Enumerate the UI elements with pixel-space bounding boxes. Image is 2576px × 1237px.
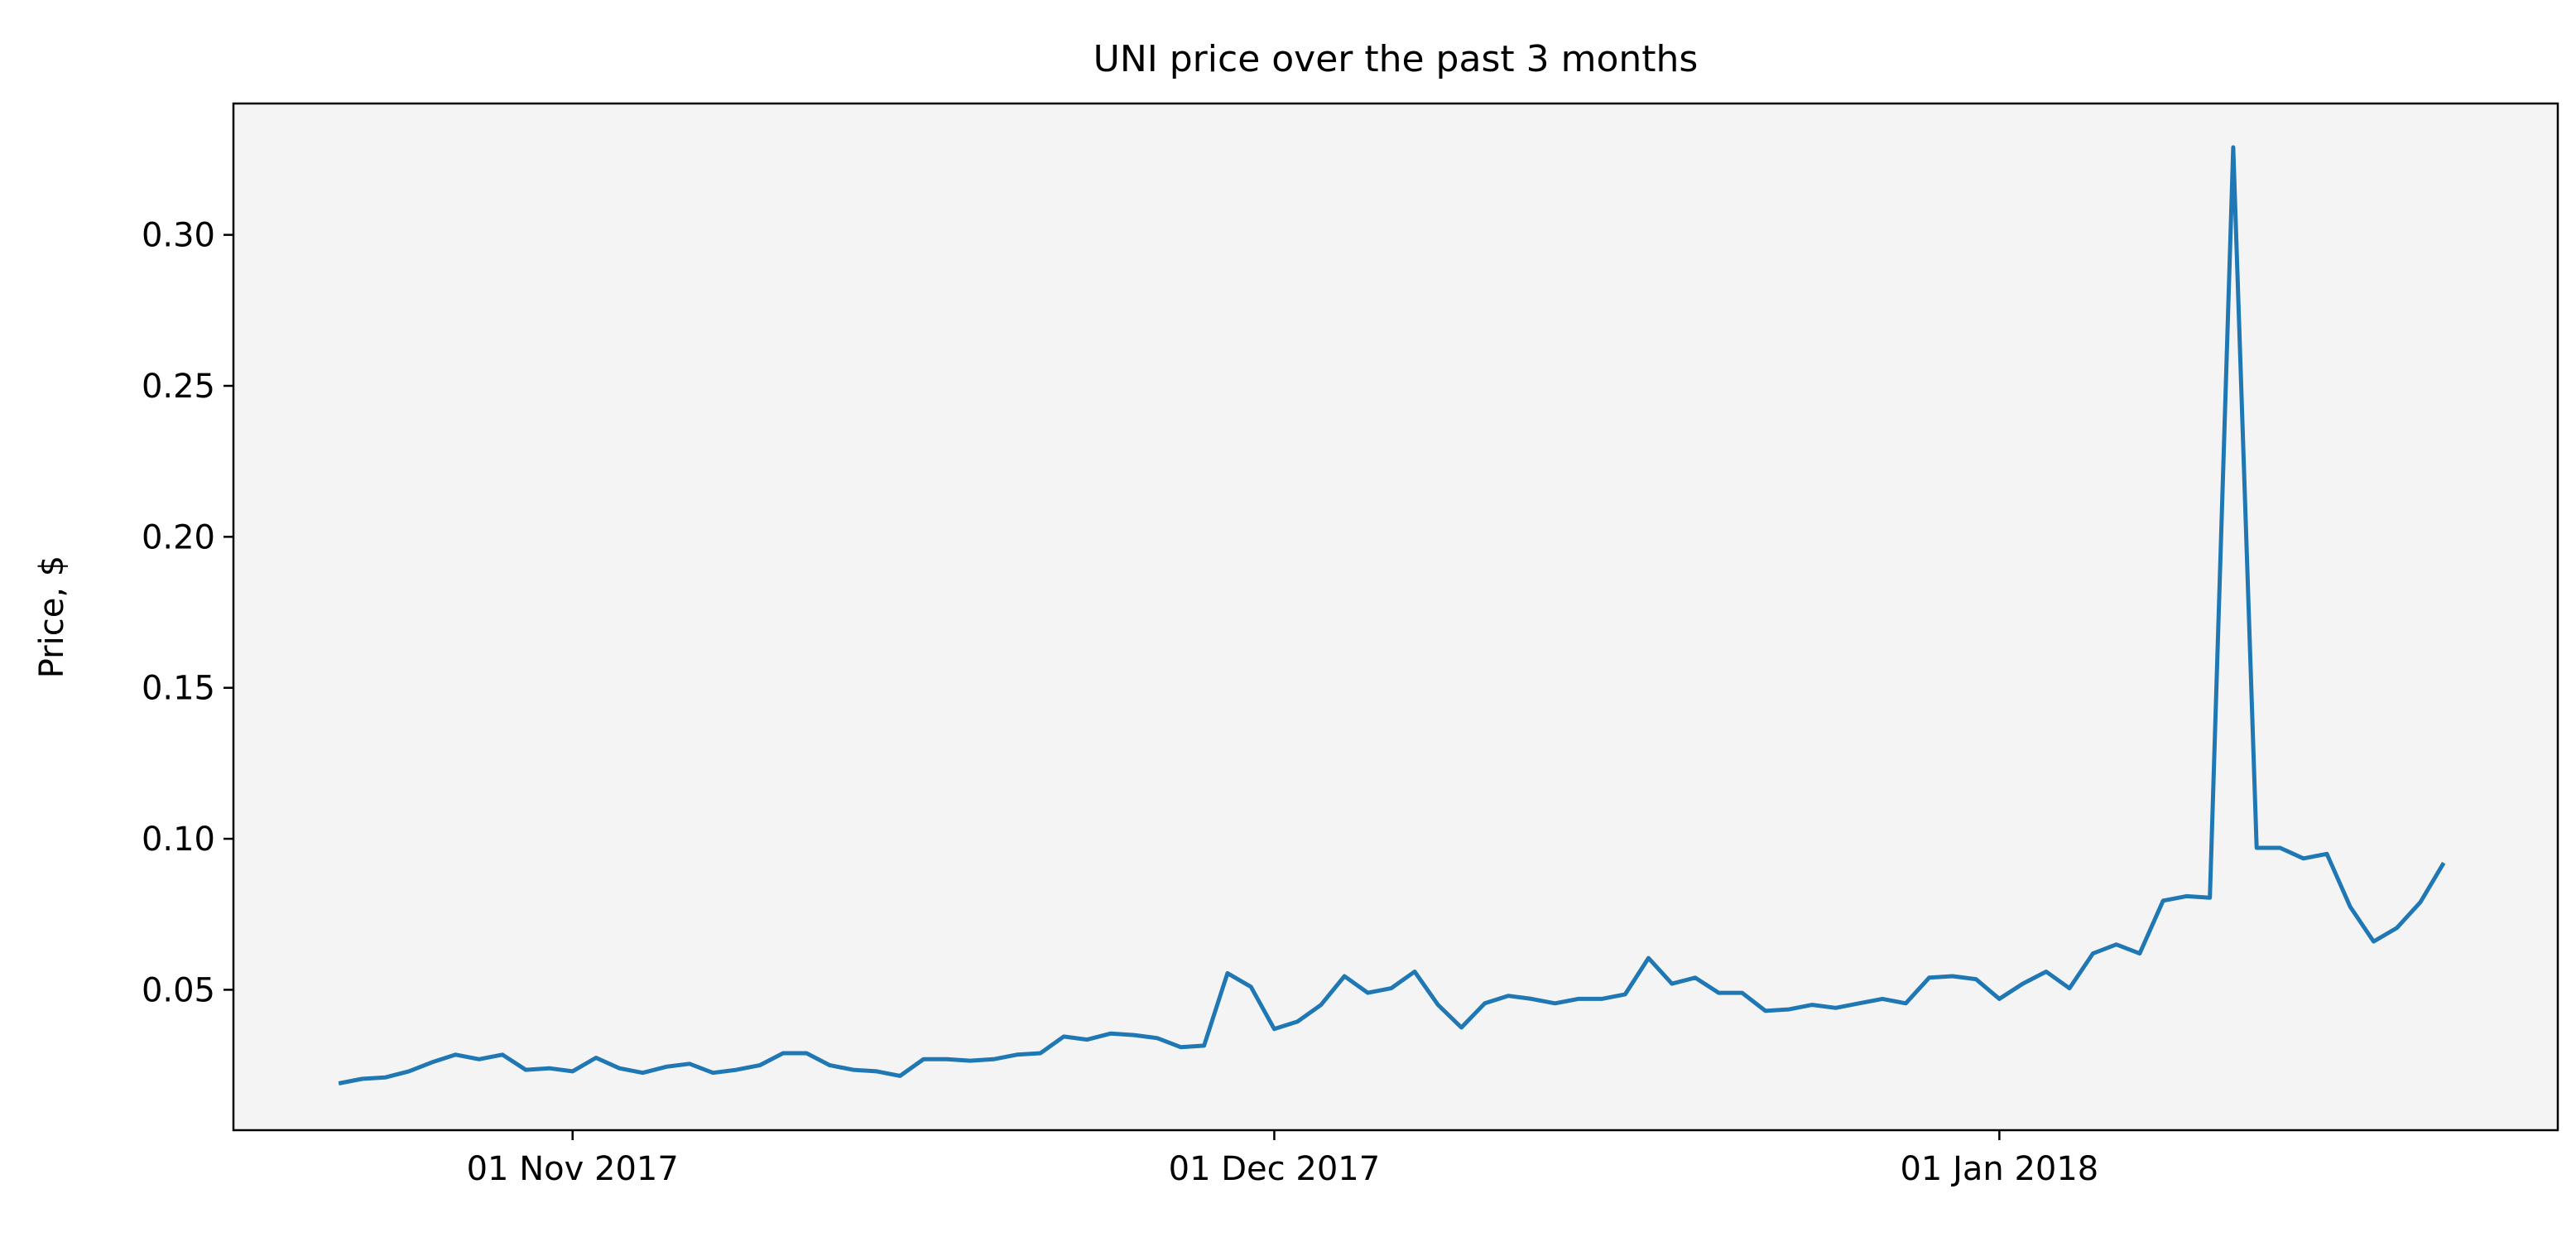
y-tick-label: 0.10 (142, 821, 215, 859)
y-tick-label: 0.05 (142, 971, 215, 1009)
y-axis-label: Price, $ (33, 556, 71, 678)
y-tick-label: 0.20 (142, 518, 215, 556)
y-tick-label: 0.30 (142, 217, 215, 255)
plot-area-background (233, 103, 2558, 1130)
chart-title: UNI price over the past 3 months (1093, 38, 1699, 80)
plot-area-frame (232, 102, 2559, 1132)
x-tick-label: 01 Nov 2017 (467, 1150, 679, 1188)
y-tick-label: 0.15 (142, 670, 215, 708)
x-tick-label: 01 Jan 2018 (1900, 1150, 2098, 1188)
y-axis-ticks: 0.05 0.10 0.15 0.20 0.25 0.30 (142, 217, 233, 1009)
x-axis-ticks: 01 Nov 2017 01 Dec 2017 01 Jan 2018 (467, 1130, 2098, 1188)
price-series-line (338, 145, 2446, 1085)
x-tick-label: 01 Dec 2017 (1169, 1150, 1381, 1188)
y-tick-label: 0.25 (142, 368, 215, 406)
